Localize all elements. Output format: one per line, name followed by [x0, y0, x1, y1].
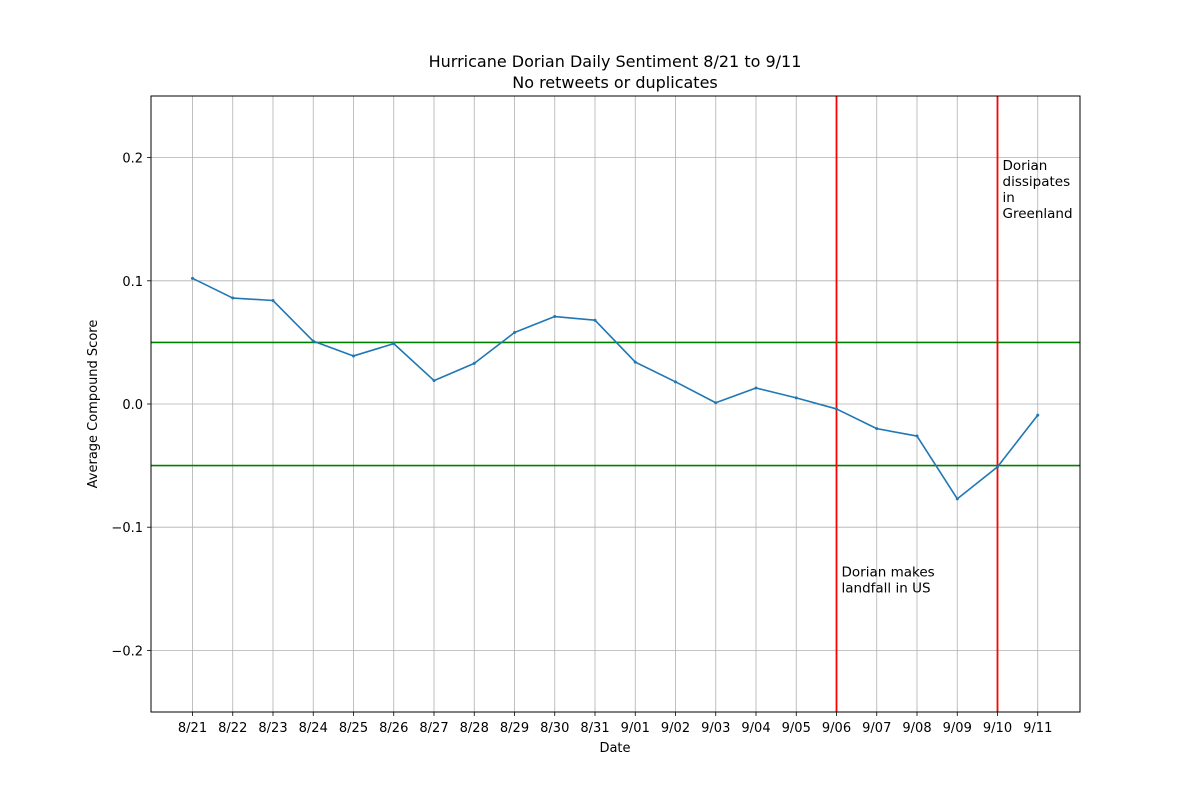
data-point — [1036, 413, 1040, 417]
x-tick-label: 9/07 — [862, 721, 891, 736]
data-point — [835, 407, 838, 411]
x-tick-label: 8/30 — [540, 721, 569, 736]
chart-title: Hurricane Dorian Daily Sentiment 8/21 to… — [429, 52, 802, 71]
data-point — [593, 318, 597, 322]
annotations: Dorian makes landfall in US Dorian dissipat… — [842, 158, 1073, 597]
data-point — [472, 361, 476, 365]
x-tick-label: 8/21 — [178, 721, 207, 736]
data-point — [432, 379, 436, 383]
x-tick-label: 8/28 — [460, 721, 489, 736]
data-point — [311, 339, 315, 343]
y-tick-label: −0.1 — [111, 521, 143, 536]
x-tick-label: 9/06 — [822, 721, 851, 736]
data-point — [714, 401, 718, 405]
data-point — [875, 427, 879, 431]
data-point — [392, 342, 396, 346]
x-tick-label: 8/26 — [379, 721, 408, 736]
y-tick-label: −0.2 — [111, 644, 143, 659]
x-tick-label: 8/27 — [419, 721, 448, 736]
x-axis-label: Date — [599, 741, 630, 756]
x-tick-label: 9/11 — [1023, 721, 1052, 736]
x-axis: 8/21 8/22 8/23 8/24 8/25 8/26 8/27 8/28 8/29 8/30… — [178, 712, 1052, 736]
x-tick-label: 9/08 — [902, 721, 931, 736]
series-line — [192, 277, 1039, 500]
data-point — [231, 296, 235, 300]
data-point — [633, 360, 637, 364]
x-tick-label: 8/29 — [500, 721, 529, 736]
x-tick-label: 8/22 — [218, 721, 247, 736]
x-tick-label: 9/09 — [943, 721, 972, 736]
y-tick-label: 0.0 — [122, 398, 143, 413]
reference-lines-vertical — [835, 96, 999, 712]
x-tick-label: 9/02 — [661, 721, 690, 736]
data-point — [513, 331, 516, 335]
data-point — [271, 299, 275, 303]
event-annotation: Dorian dissipates in Greenland — [1003, 158, 1073, 222]
data-point — [794, 396, 798, 400]
data-point — [352, 354, 355, 358]
chart-subtitle: No retweets or duplicates — [512, 73, 718, 92]
x-tick-label: 8/23 — [258, 721, 287, 736]
series-layer — [191, 276, 1040, 501]
x-tick-label: 8/25 — [339, 721, 368, 736]
y-axis-label: Average Compound Score — [86, 320, 101, 489]
data-point — [915, 434, 919, 438]
x-tick-label: 9/04 — [741, 721, 770, 736]
data-point — [955, 497, 959, 501]
data-point — [754, 386, 758, 390]
data-point — [191, 276, 194, 280]
x-tick-label: 8/31 — [580, 721, 609, 736]
x-tick-label: 9/05 — [782, 721, 811, 736]
y-axis: 0.2 0.1 0.0 −0.1 −0.2 — [111, 152, 151, 659]
x-tick-label: 9/01 — [621, 721, 650, 736]
data-point — [996, 465, 999, 469]
data-point — [553, 315, 557, 319]
event-annotation: Dorian makes landfall in US — [842, 564, 935, 596]
y-tick-label: 0.1 — [122, 275, 143, 290]
y-tick-label: 0.2 — [122, 152, 143, 167]
x-tick-label: 8/24 — [299, 721, 328, 736]
x-tick-label: 9/10 — [983, 721, 1012, 736]
data-point — [674, 380, 677, 384]
x-tick-label: 9/03 — [701, 721, 730, 736]
